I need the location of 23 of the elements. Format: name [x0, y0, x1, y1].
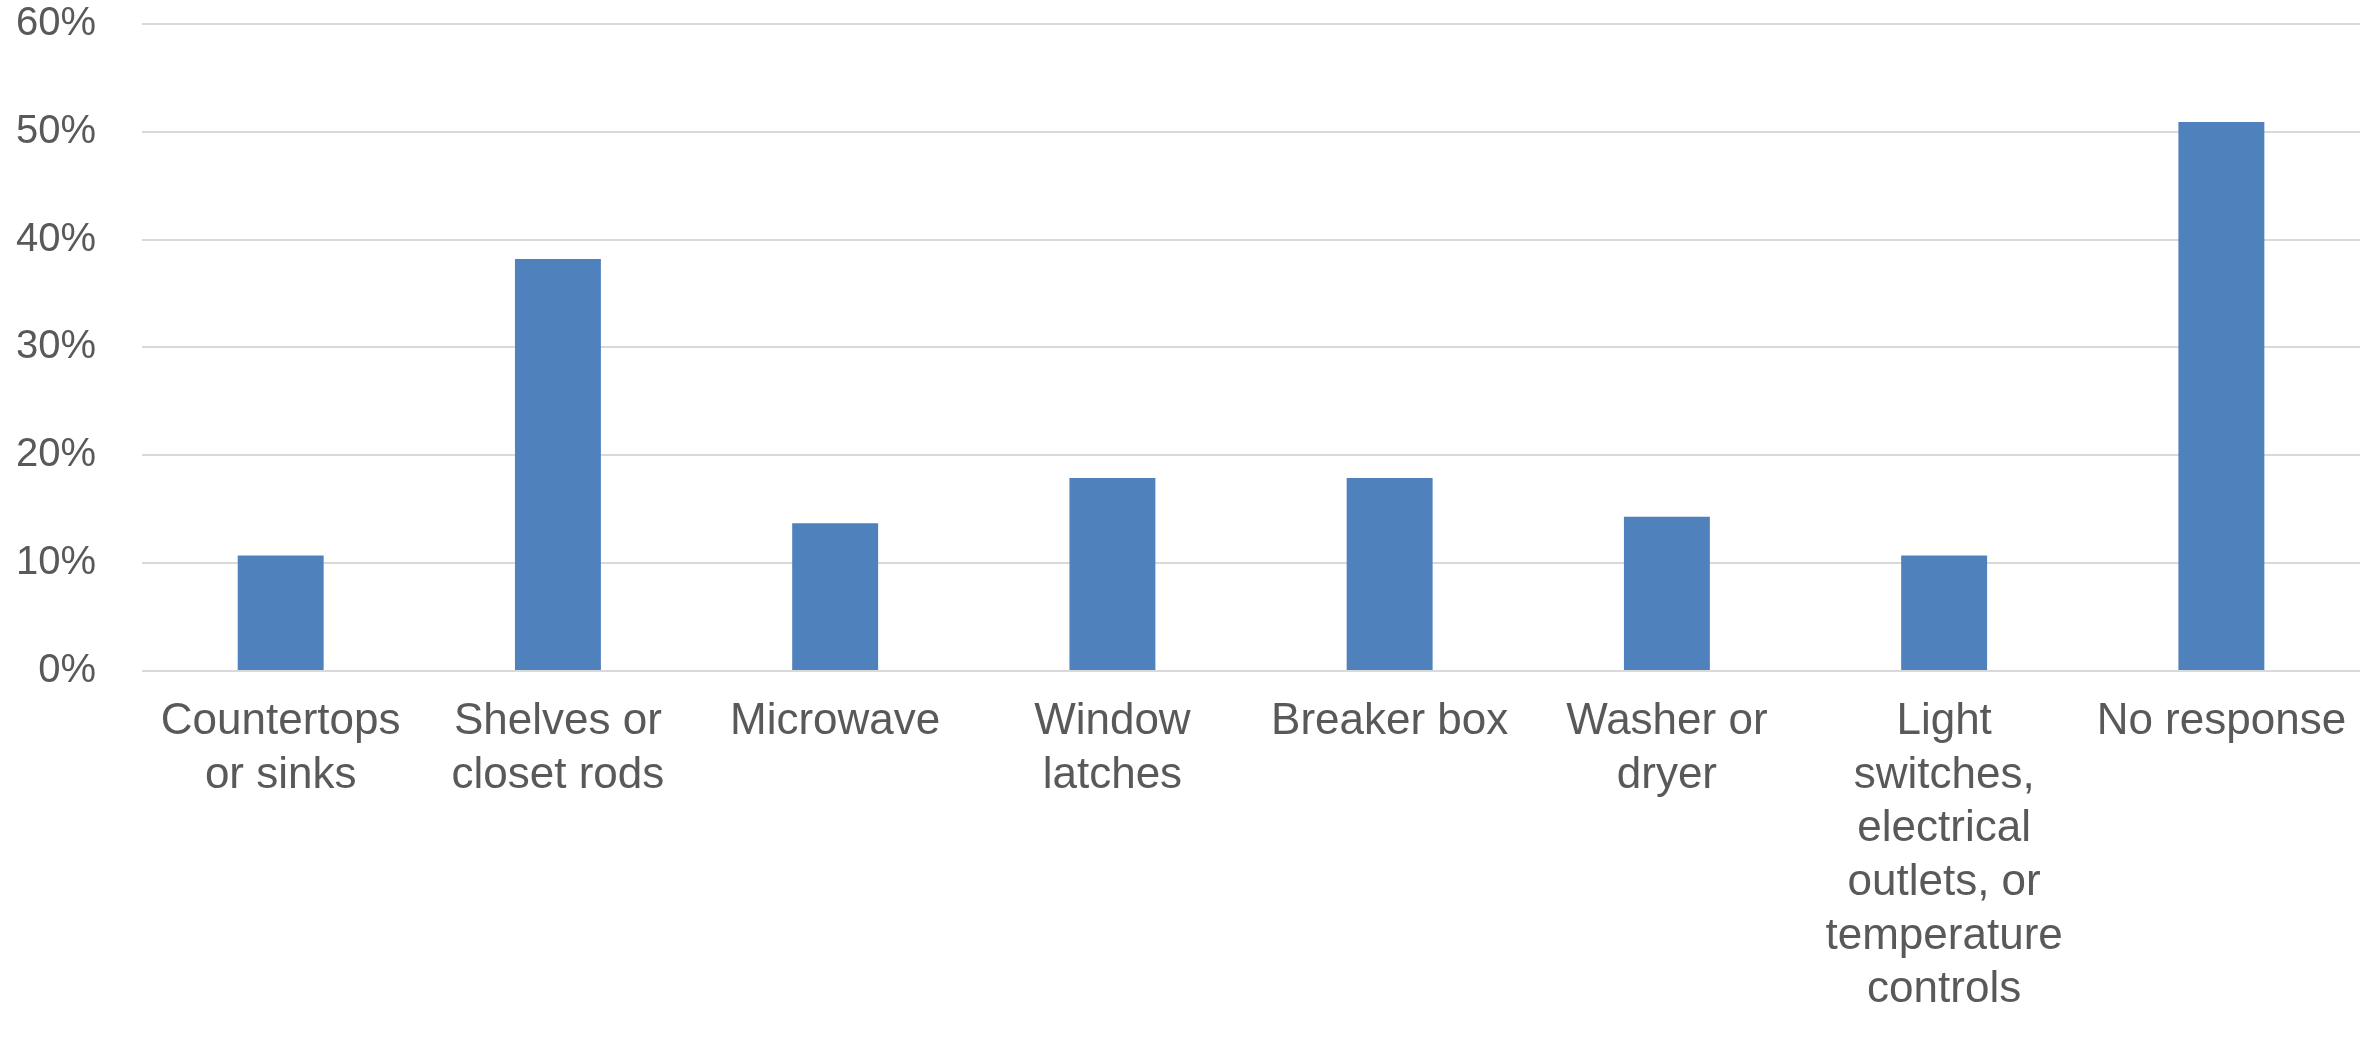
bar [237, 555, 324, 670]
bar [1069, 477, 1156, 670]
y-tick-label: 0% [38, 645, 97, 690]
y-tick-label: 10% [16, 538, 97, 583]
x-tick-label: No response [2096, 693, 2347, 743]
x-tick-label: Breaker box [1271, 693, 1509, 743]
x-tick-label: Light switches, electrical outlets, or temperature controls [1825, 693, 2063, 1012]
x-tick-label: Window latches [1034, 693, 1191, 797]
y-tick-label: 60% [16, 0, 97, 44]
bar [514, 259, 601, 670]
x-tick-label: Shelves or closet rods [451, 693, 665, 797]
bar [1901, 555, 1988, 670]
x-tick-label: Countertops or sinks [160, 693, 401, 797]
y-tick-label: 40% [16, 214, 97, 259]
bar [792, 523, 879, 670]
bar [1346, 477, 1433, 670]
bar [1623, 516, 1710, 670]
y-tick-label: 50% [16, 106, 97, 151]
x-tick-label: Washer or dryer [1566, 693, 1768, 797]
y-tick-label: 30% [16, 322, 97, 367]
bar [2178, 122, 2265, 670]
x-tick-label: Microwave [730, 693, 941, 743]
y-tick-label: 20% [16, 430, 97, 475]
